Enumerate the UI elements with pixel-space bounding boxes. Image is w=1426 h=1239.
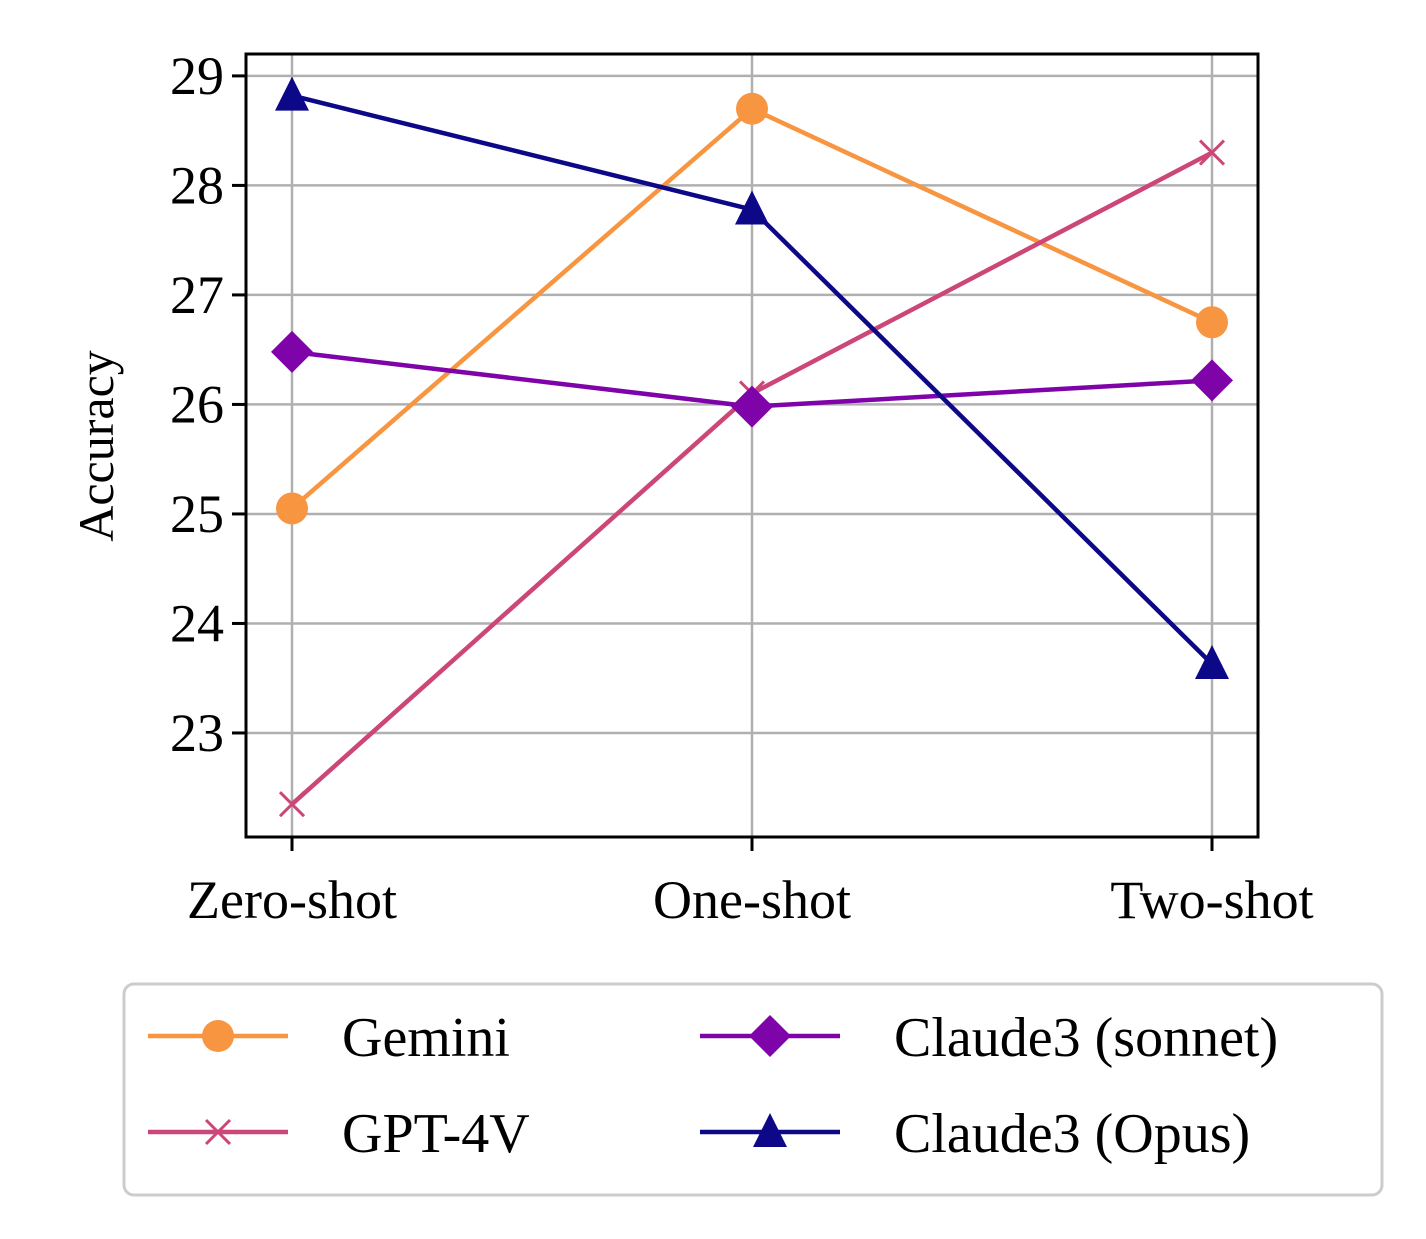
axes: 23 24 25 26 27 28 29 Zero-shot One-shot Two-shot xyxy=(170,46,1314,930)
x-tick-label: One-shot xyxy=(653,870,851,930)
y-tick-label: 25 xyxy=(170,484,224,544)
data-point xyxy=(1196,306,1228,339)
legend-marker xyxy=(753,1113,787,1147)
legend-marker xyxy=(202,1020,234,1052)
data-point xyxy=(1198,139,1226,166)
data-point xyxy=(271,330,313,373)
legend-label: Claude3 (Opus) xyxy=(894,1103,1250,1165)
data-point xyxy=(736,92,768,125)
y-tick-label: 29 xyxy=(170,46,224,106)
legend: Gemini GPT-4V Claude3 (sonnet) Claude3 (Opu… xyxy=(122,982,1384,1197)
data-point xyxy=(276,492,308,525)
legend-entries: Gemini GPT-4V Claude3 (sonnet) Claude3 (Opu… xyxy=(148,1007,1278,1165)
y-tick-label: 28 xyxy=(170,155,224,215)
legend-marker-stroke xyxy=(204,1118,232,1146)
data-point xyxy=(275,76,309,111)
legend-label: GPT-4V xyxy=(342,1103,530,1165)
y-tick-label: 26 xyxy=(170,374,224,434)
data-point xyxy=(731,385,773,428)
y-tick-label: 27 xyxy=(170,265,224,325)
legend-marker xyxy=(749,1015,791,1057)
data-point xyxy=(735,190,769,225)
y-tick-label: 23 xyxy=(170,703,224,763)
legend-entry: Claude3 (sonnet) xyxy=(700,1007,1278,1069)
data-point-stroke xyxy=(1198,139,1226,166)
x-tick-label: Zero-shot xyxy=(187,870,397,930)
legend-label: Gemini xyxy=(342,1007,510,1069)
legend-marker xyxy=(204,1118,232,1146)
grid-lines xyxy=(246,54,1258,837)
y-axis-label: Accuracy xyxy=(68,350,124,542)
series-claude3-opus xyxy=(275,76,1229,679)
data-point xyxy=(278,791,306,818)
series-claude3-sonnet xyxy=(271,330,1233,428)
legend-frame xyxy=(122,982,1384,1197)
data-point xyxy=(1191,359,1233,402)
legend-entry: Gemini xyxy=(148,1007,510,1069)
x-tick-label: Two-shot xyxy=(1110,870,1313,930)
legend-label: Claude3 (sonnet) xyxy=(894,1007,1278,1069)
data-point-stroke xyxy=(278,791,306,818)
series-gemini xyxy=(276,92,1228,525)
series-lines xyxy=(271,76,1233,818)
legend-entry: Claude3 (Opus) xyxy=(700,1103,1250,1165)
y-tick-label: 24 xyxy=(170,593,224,653)
legend-entry: GPT-4V xyxy=(148,1103,530,1165)
data-point xyxy=(1195,644,1229,679)
